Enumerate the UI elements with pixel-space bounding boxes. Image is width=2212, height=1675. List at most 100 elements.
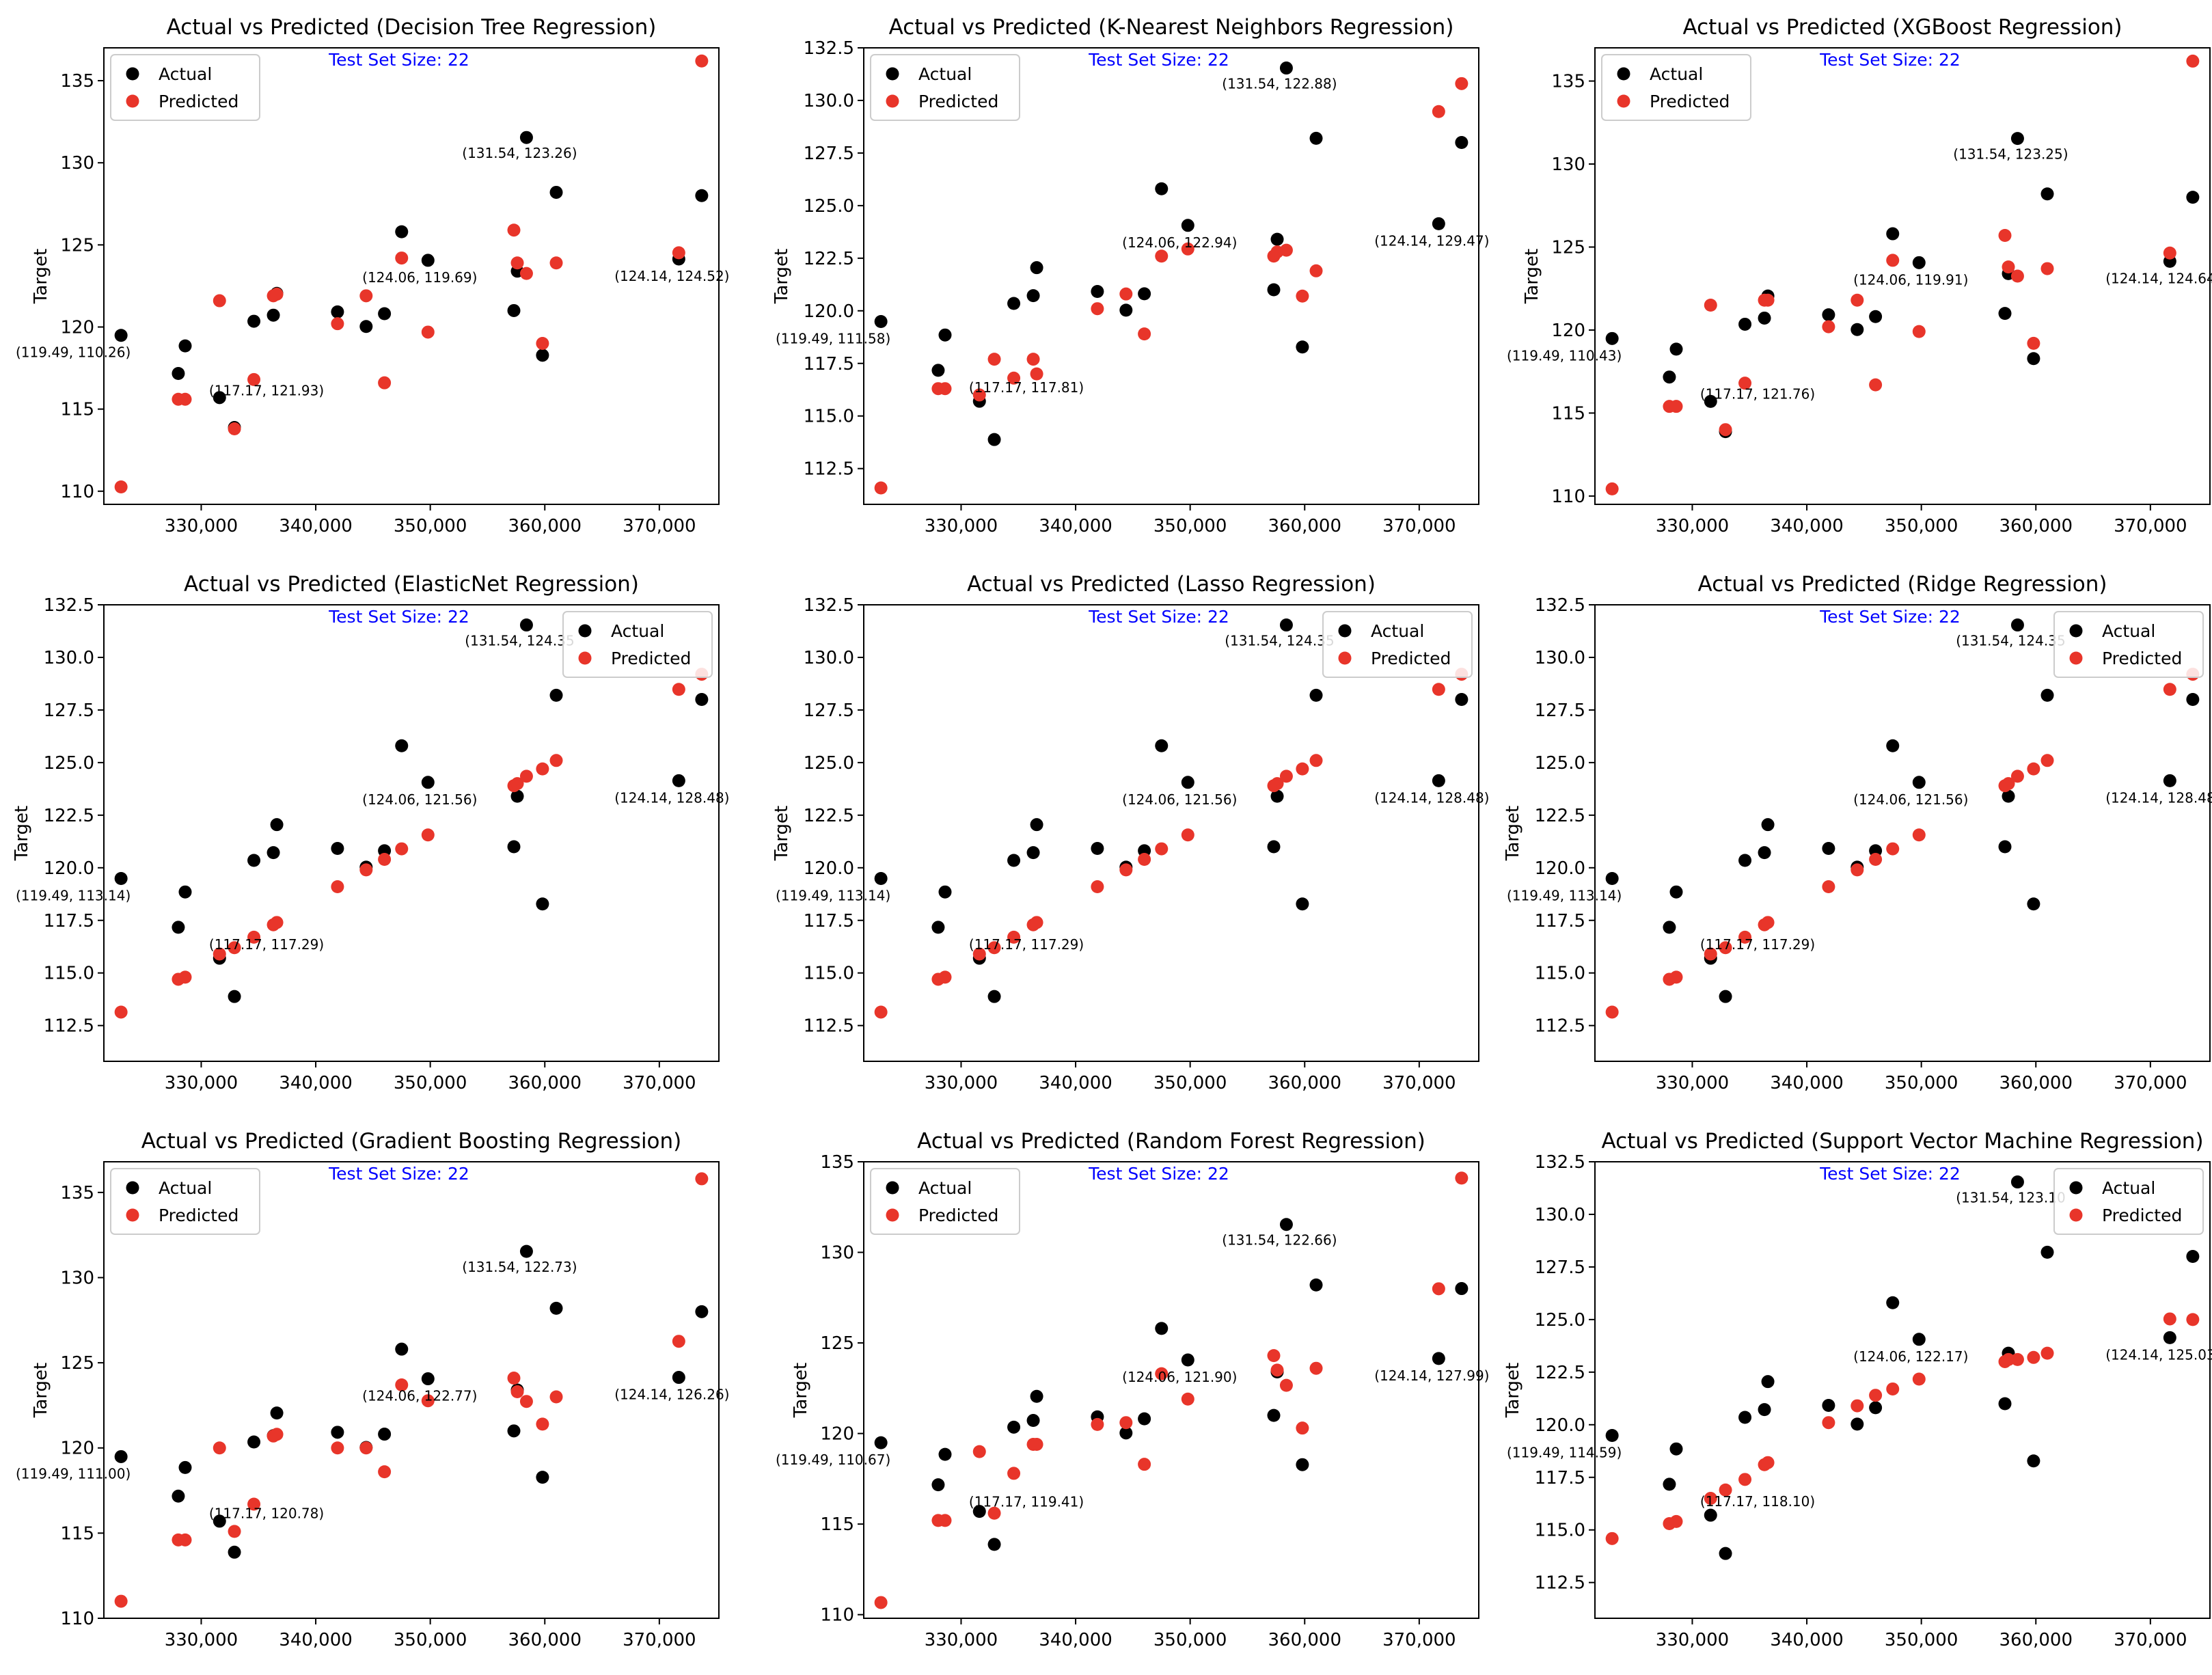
x-tick-label: 330,000 [925,1073,998,1093]
y-tick-label: 130 [60,153,94,174]
x-tick-label: 330,000 [165,1630,238,1650]
x-tick-label: 340,000 [279,1073,353,1093]
actual-point [938,328,952,342]
legend-predicted-label: Predicted [918,1206,998,1225]
predicted-point [972,388,986,402]
actual-point [213,1514,226,1528]
y-tick-label: 110 [60,1609,94,1629]
chart-title: Actual vs Predicted (Lasso Regression) [967,572,1376,597]
point-annotation: (124.06, 121.90) [1122,1369,1237,1385]
y-tick-label: 135 [60,71,94,92]
legend: Actual Predicted [870,54,1020,121]
predicted-point [1719,1483,1732,1497]
actual-point [331,1426,344,1439]
predicted-point [178,1533,192,1547]
predicted-point [507,1372,521,1385]
actual-point [987,990,1001,1003]
actual-point [2040,688,2054,702]
point-annotation: (131.54, 122.73) [462,1259,577,1275]
y-tick-label: 120.0 [1535,858,1585,879]
actual-point [1279,62,1293,75]
point-annotation: (117.17, 121.76) [1700,386,1815,403]
legend-actual-marker [126,67,139,81]
subplot-3: Actual vs Predicted (XGBoost Regression)… [1507,15,2212,536]
predicted-point [1912,325,1926,338]
actual-point [114,871,128,885]
legend-actual-label: Actual [159,64,212,84]
predicted-point [1030,916,1043,929]
actual-point [1119,303,1133,317]
predicted-point [1869,378,1883,392]
predicted-point [213,947,226,961]
x-tick-label: 370,000 [1382,516,1456,536]
predicted-point [1669,1514,1683,1528]
legend-box [2053,611,2204,678]
actual-point [1026,1414,1040,1428]
actual-point [549,688,563,702]
actual-point [1267,1408,1281,1422]
y-tick-label: 122.5 [804,249,854,269]
predicted-point [1719,941,1732,955]
actual-point [1758,846,1771,860]
actual-point [1738,1411,1752,1424]
predicted-point [1704,299,1717,312]
actual-point [1851,323,1864,336]
actual-point [1267,840,1281,854]
actual-point [1138,1412,1151,1426]
predicted-point [672,246,685,260]
actual-point [1267,283,1281,297]
y-tick-label: 117.5 [1535,911,1585,931]
legend-predicted-marker [2069,651,2083,665]
predicted-point [1267,1349,1281,1363]
actual-point [1030,1389,1043,1403]
x-tick-label: 350,000 [394,1630,467,1650]
actual-point [1761,1375,1775,1389]
x-tick-label: 350,000 [1153,1073,1227,1093]
predicted-point [2010,1352,2024,1366]
actual-point [519,1244,533,1258]
predicted-point [1605,482,1619,495]
actual-point [421,776,435,789]
legend-actual-marker [1617,67,1630,81]
predicted-point [395,251,409,265]
predicted-point [1605,1005,1619,1019]
actual-point [1155,1322,1169,1335]
legend-box [1601,54,1751,121]
predicted-point [1432,105,1445,118]
actual-point [331,841,344,855]
predicted-point [2163,246,2176,260]
actual-point [172,366,185,380]
predicted-point [1119,287,1133,301]
legend-predicted-label: Predicted [159,1206,238,1225]
actual-point [931,921,945,934]
predicted-point [213,1441,226,1455]
predicted-point [549,256,563,270]
predicted-point [1279,1378,1293,1392]
actual-point [1663,370,1676,384]
legend-predicted-label: Predicted [159,92,238,111]
y-axis-label: Target [772,806,792,861]
predicted-point [178,392,192,406]
x-tick-label: 350,000 [1885,516,1958,536]
x-tick-label: 360,000 [508,516,582,536]
actual-point [536,1471,549,1484]
actual-point [1432,1352,1445,1365]
actual-point [1998,1397,2012,1411]
predicted-point [672,683,685,696]
actual-point [1309,688,1323,702]
actual-point [267,308,280,322]
actual-point [2040,1245,2054,1259]
predicted-point [549,1390,563,1404]
y-tick-label: 127.5 [44,700,94,721]
test-set-size-label: Test Set Size: 22 [328,1164,469,1184]
point-annotation: (119.49, 113.14) [776,887,890,903]
y-tick-label: 127.5 [804,144,854,164]
legend-actual-label: Actual [918,64,972,84]
predicted-point [378,1465,392,1479]
legend-actual-marker [578,624,592,638]
actual-point [1181,219,1194,232]
actual-point [172,1489,185,1503]
y-axis-label: Target [12,806,32,861]
y-tick-label: 125 [820,1333,854,1354]
y-tick-label: 112.5 [1535,1016,1585,1037]
